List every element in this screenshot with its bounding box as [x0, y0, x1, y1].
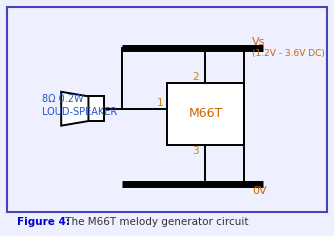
Text: Vs: Vs: [252, 37, 265, 47]
Text: 8Ω 0.2W: 8Ω 0.2W: [42, 94, 84, 105]
Polygon shape: [61, 92, 89, 126]
Text: 1: 1: [157, 98, 164, 108]
Bar: [89, 96, 105, 121]
Text: The M66T melody generator circuit: The M66T melody generator circuit: [62, 217, 248, 227]
Text: 0V: 0V: [252, 186, 267, 196]
Text: 3: 3: [192, 146, 199, 156]
Text: (1.2V - 3.6V DC): (1.2V - 3.6V DC): [252, 49, 325, 58]
Text: Figure 4:: Figure 4:: [17, 217, 70, 227]
Text: 2: 2: [192, 72, 199, 82]
FancyBboxPatch shape: [7, 7, 327, 212]
Text: M66T: M66T: [188, 107, 222, 120]
Bar: [167, 83, 244, 145]
Text: LOUD-SPEAKER: LOUD-SPEAKER: [42, 107, 117, 117]
